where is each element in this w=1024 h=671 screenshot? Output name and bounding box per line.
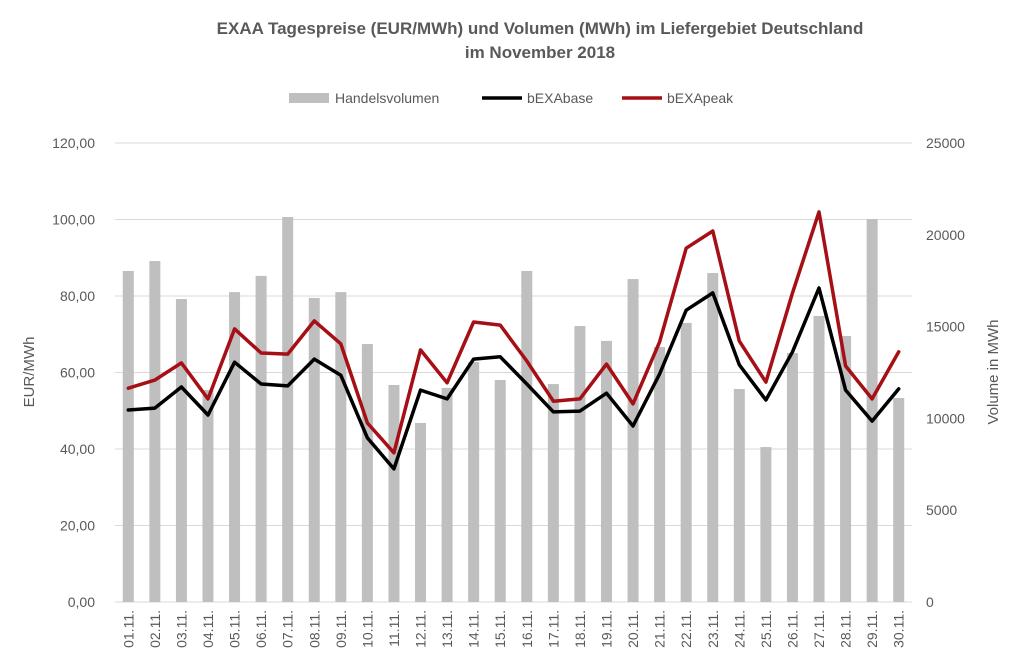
bar-handelsvolumen: [229, 292, 241, 602]
x-tick-label: 03.11.: [173, 610, 189, 648]
x-tick-label: 09.11.: [333, 610, 349, 648]
x-tick-label: 19.11.: [598, 610, 614, 648]
y-left-tick-label: 80,00: [60, 288, 95, 304]
y-right-tick-label: 20000: [926, 227, 965, 243]
bar-handelsvolumen: [361, 344, 373, 602]
bar-handelsvolumen: [627, 279, 639, 602]
bar-handelsvolumen: [335, 292, 347, 602]
y-axis-right-ticks: 0 5000 10000 15000 20000 25000: [926, 135, 965, 610]
x-tick-label: 13.11.: [439, 610, 455, 648]
x-tick-label: 18.11.: [572, 610, 588, 648]
x-tick-label: 01.11.: [120, 610, 136, 648]
bar-handelsvolumen: [813, 315, 825, 602]
bar-handelsvolumen: [866, 219, 878, 602]
x-tick-label: 23.11.: [705, 610, 721, 648]
x-tick-label: 07.11.: [280, 610, 296, 648]
bar-handelsvolumen: [840, 335, 852, 602]
bar-handelsvolumen: [282, 216, 294, 603]
chart-title-line-1: EXAA Tagespreise (EUR/MWh) und Volumen (…: [217, 19, 864, 38]
y-left-tick-label: 0,00: [68, 594, 95, 610]
bar-handelsvolumen: [760, 447, 772, 602]
bar-handelsvolumen: [786, 353, 798, 602]
x-tick-label: 02.11.: [147, 610, 163, 648]
x-tick-label: 28.11.: [838, 610, 854, 648]
line-bexabase: [126, 286, 901, 471]
bar-handelsvolumen: [388, 384, 400, 602]
x-tick-label: 26.11.: [784, 610, 800, 648]
y-right-tick-label: 5000: [926, 502, 957, 518]
bar-handelsvolumen: [468, 362, 480, 602]
x-axis-ticks: 01.11. 02.11. 03.11. 04.11. 05.11. 06.11. 07.1…: [120, 610, 906, 648]
line-bexapeak: [126, 210, 901, 455]
x-tick-label: 20.11.: [625, 610, 641, 648]
x-tick-label: 29.11.: [864, 610, 880, 648]
bar-handelsvolumen: [149, 261, 161, 602]
bar-handelsvolumen: [308, 297, 320, 602]
bar-handelsvolumen: [574, 326, 586, 602]
x-tick-label: 24.11.: [731, 610, 747, 648]
bar-handelsvolumen: [521, 270, 533, 602]
x-tick-label: 16.11.: [519, 610, 535, 648]
y-right-tick-label: 10000: [926, 410, 965, 426]
x-tick-label: 08.11.: [306, 610, 322, 648]
bar-handelsvolumen: [733, 389, 745, 602]
bar-handelsvolumen: [654, 346, 666, 602]
x-tick-label: 06.11.: [253, 610, 269, 648]
y-left-tick-label: 100,00: [52, 212, 95, 228]
y-left-tick-label: 120,00: [52, 135, 95, 151]
y-right-tick-label: 15000: [926, 319, 965, 335]
price-lines: [126, 210, 901, 471]
x-tick-label: 14.11.: [466, 610, 482, 648]
x-tick-label: 04.11.: [200, 610, 216, 648]
x-tick-label: 21.11.: [652, 610, 668, 648]
y-right-tick-label: 25000: [926, 135, 965, 151]
bar-handelsvolumen: [680, 322, 692, 602]
y-left-tick-label: 40,00: [60, 441, 95, 457]
bar-handelsvolumen: [893, 398, 905, 602]
y-axis-right-label: Volume in MWh: [985, 319, 1002, 424]
x-tick-label: 12.11.: [413, 610, 429, 648]
legend-label-bexapeak: bEXApeak: [667, 90, 734, 106]
x-tick-label: 22.11.: [678, 610, 694, 648]
x-tick-label: 17.11.: [545, 610, 561, 648]
x-tick-label: 11.11.: [386, 610, 402, 647]
y-right-tick-label: 0: [926, 594, 934, 610]
legend: Handelsvolumen bEXAbase bEXApeak: [289, 90, 734, 106]
x-tick-label: 30.11.: [891, 610, 907, 648]
bar-handelsvolumen: [122, 270, 134, 602]
bar-handelsvolumen: [415, 422, 427, 602]
legend-label-handelsvolumen: Handelsvolumen: [335, 90, 439, 106]
legend-label-bexabase: bEXAbase: [527, 90, 593, 106]
y-axis-left-label: EUR/MWh: [21, 337, 38, 408]
bars-handelsvolumen: [122, 216, 905, 603]
bar-handelsvolumen: [255, 275, 267, 602]
bar-handelsvolumen: [494, 380, 506, 602]
bar-handelsvolumen: [600, 340, 612, 602]
y-axis-left-ticks: 0,00 20,00 40,00 60,00 80,00 100,00 120,00: [52, 135, 95, 610]
y-left-tick-label: 60,00: [60, 365, 95, 381]
x-tick-label: 15.11.: [492, 610, 508, 648]
y-left-tick-label: 20,00: [60, 518, 95, 534]
legend-swatch-handelsvolumen: [289, 93, 329, 103]
x-tick-label: 25.11.: [758, 610, 774, 648]
bar-handelsvolumen: [707, 272, 719, 602]
bar-handelsvolumen: [441, 387, 453, 602]
x-tick-label: 27.11.: [811, 610, 827, 648]
chart-title-line-2: im November 2018: [465, 43, 615, 62]
bar-handelsvolumen: [175, 299, 187, 602]
x-tick-label: 05.11.: [227, 610, 243, 648]
bar-handelsvolumen: [547, 384, 559, 602]
x-tick-label: 10.11.: [359, 610, 375, 648]
bar-handelsvolumen: [202, 389, 214, 602]
